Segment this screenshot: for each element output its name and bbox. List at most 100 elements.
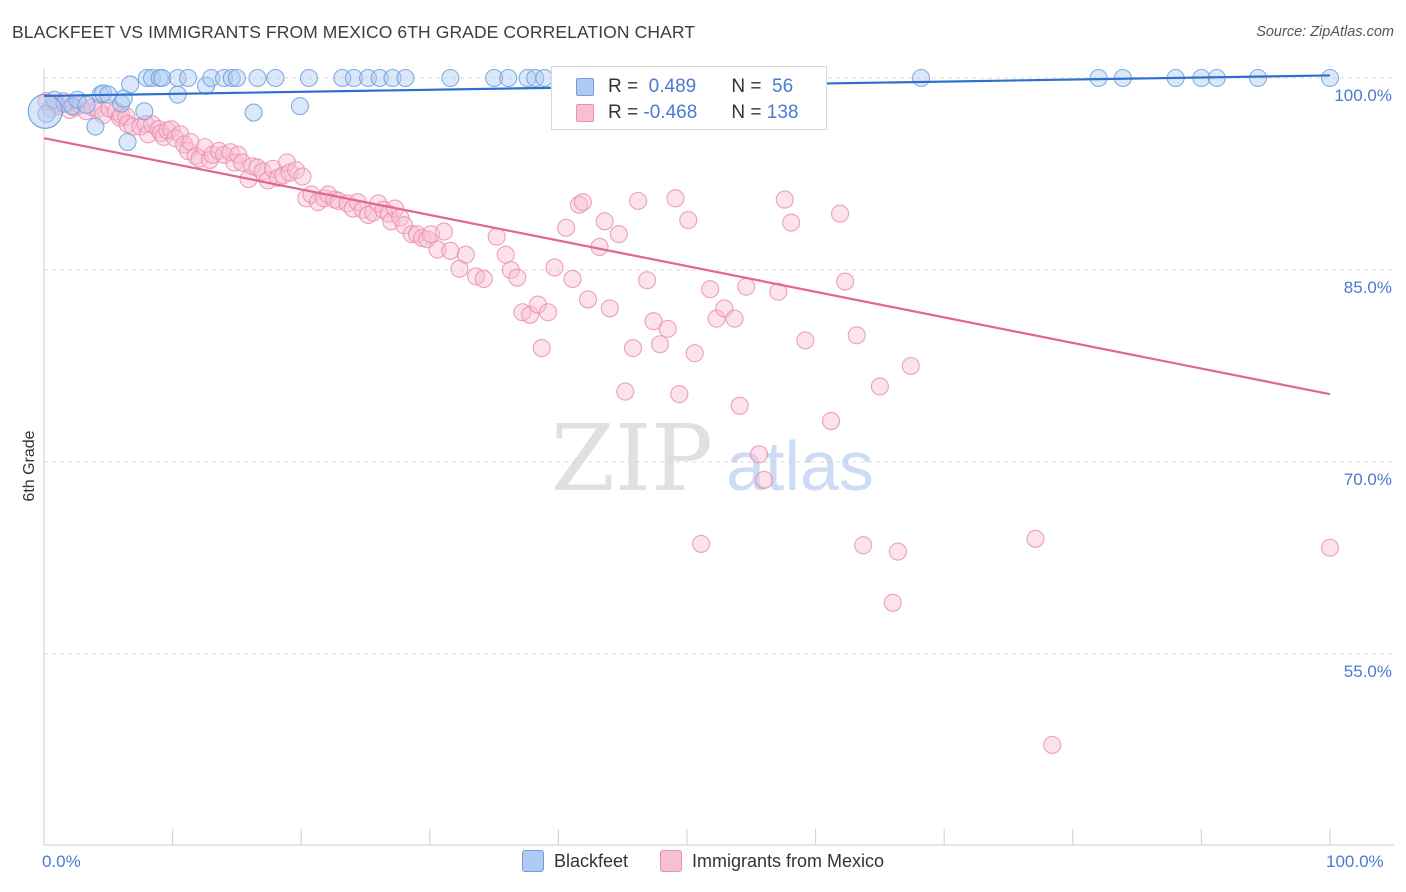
point-blackfeet [370, 68, 389, 88]
point-blackfeet [227, 68, 246, 88]
point-immigrants [573, 193, 592, 212]
point-immigrants [749, 445, 769, 464]
point-immigrants [644, 312, 663, 331]
point-blackfeet [248, 68, 267, 88]
point-immigrants [269, 168, 288, 187]
point-immigrants [428, 240, 447, 259]
legend-n-label: N = [731, 76, 762, 97]
source-label: Source: ZipAtlas.com [1256, 24, 1394, 40]
point-blackfeet [135, 102, 154, 121]
watermark: ZIP atlas [551, 405, 874, 512]
legend-n-value: 56 [766, 76, 794, 97]
point-blackfeet [121, 75, 140, 94]
point-immigrants [557, 218, 576, 237]
point-immigrants [528, 295, 547, 314]
point-immigrants [847, 326, 866, 345]
point-immigrants [600, 299, 619, 318]
point-immigrants [456, 245, 475, 264]
point-immigrants [181, 132, 200, 152]
legend-swatch-blue [576, 78, 594, 96]
trend-line-immigrants [43, 137, 1331, 396]
point-immigrants [782, 213, 801, 232]
point-immigrants [685, 344, 704, 363]
point-immigrants [496, 245, 515, 264]
point-immigrants [737, 277, 756, 296]
point-immigrants [434, 222, 453, 241]
point-immigrants [796, 331, 815, 350]
point-blackfeet [344, 68, 363, 88]
point-blackfeet [202, 68, 221, 88]
point-immigrants [474, 269, 493, 289]
legend-row-immigrants: R = -0.468 N = 138 [576, 102, 798, 124]
point-immigrants [441, 241, 460, 260]
legend-n-value: 138 [766, 102, 799, 123]
point-immigrants [487, 227, 506, 246]
point-immigrants [670, 385, 689, 404]
legend-item-immigrants: Immigrants from Mexico [660, 850, 884, 872]
point-immigrants [609, 225, 628, 244]
y-tick-label: 55.0% [1343, 662, 1392, 681]
point-immigrants [775, 190, 794, 209]
point-immigrants [692, 534, 711, 553]
point-immigrants [293, 167, 312, 186]
legend-r-value: -0.468 [643, 102, 698, 123]
point-immigrants [616, 382, 635, 401]
point-immigrants [725, 309, 744, 328]
point-immigrants [532, 339, 551, 358]
point-blackfeet [290, 97, 309, 116]
y-tick-label: 100.0% [1334, 86, 1392, 105]
point-blackfeet [912, 68, 931, 88]
point-blackfeet [142, 68, 162, 88]
point-immigrants [563, 269, 582, 289]
watermark-zip: ZIP [551, 405, 713, 512]
stats-legend: R = 0.489 N = 56 R = -0.468 N = 138 [551, 66, 827, 130]
point-immigrants [679, 211, 698, 230]
point-immigrants [1320, 538, 1340, 557]
point-immigrants [1026, 529, 1045, 548]
point-immigrants [501, 260, 520, 280]
point-blackfeet [1248, 68, 1268, 88]
watermark-atlas: atlas [726, 427, 874, 505]
legend-label-blackfeet: Blackfeet [553, 850, 628, 871]
point-immigrants [139, 125, 158, 144]
point-blackfeet [222, 68, 241, 88]
point-blackfeet [178, 68, 198, 88]
point-blackfeet [77, 95, 96, 114]
point-immigrants [854, 536, 873, 555]
legend-r-value: 0.489 [643, 76, 697, 97]
point-blackfeet [244, 103, 263, 122]
point-blackfeet [214, 68, 234, 88]
point-blackfeet-large [27, 93, 63, 129]
point-immigrants [888, 542, 907, 561]
point-immigrants [287, 161, 306, 180]
point-immigrants [701, 280, 720, 299]
legend-item-blackfeet: Blackfeet [521, 850, 628, 872]
series-immigrants-from-mexico [37, 91, 1340, 754]
point-blackfeet [1320, 68, 1340, 88]
point-immigrants [901, 356, 920, 376]
point-blackfeet [153, 68, 172, 88]
point-blackfeet [485, 68, 504, 88]
point-immigrants [131, 117, 150, 136]
point-immigrants [836, 272, 855, 291]
point-immigrants [595, 212, 614, 231]
legend-r-label: R = [608, 76, 639, 97]
y-tick-label: 85.0% [1343, 278, 1392, 297]
point-immigrants [755, 470, 774, 489]
point-immigrants [578, 290, 598, 309]
x-tick-label-min: 0.0% [42, 852, 81, 871]
point-immigrants [666, 189, 685, 208]
y-tick-label: 70.0% [1343, 470, 1392, 489]
point-immigrants [521, 305, 540, 324]
x-tick-label-max: 100.0% [1326, 852, 1384, 871]
point-immigrants [650, 335, 670, 354]
point-blackfeet [86, 117, 105, 136]
legend-n-label: N = [731, 102, 762, 123]
point-immigrants [638, 271, 657, 290]
point-blackfeet [383, 68, 402, 88]
legend-swatch-blue [521, 850, 544, 872]
point-immigrants [830, 204, 850, 223]
point-blackfeet [441, 68, 460, 88]
chart-title: BLACKFEET VS IMMIGRANTS FROM MEXICO 6TH … [12, 22, 696, 42]
